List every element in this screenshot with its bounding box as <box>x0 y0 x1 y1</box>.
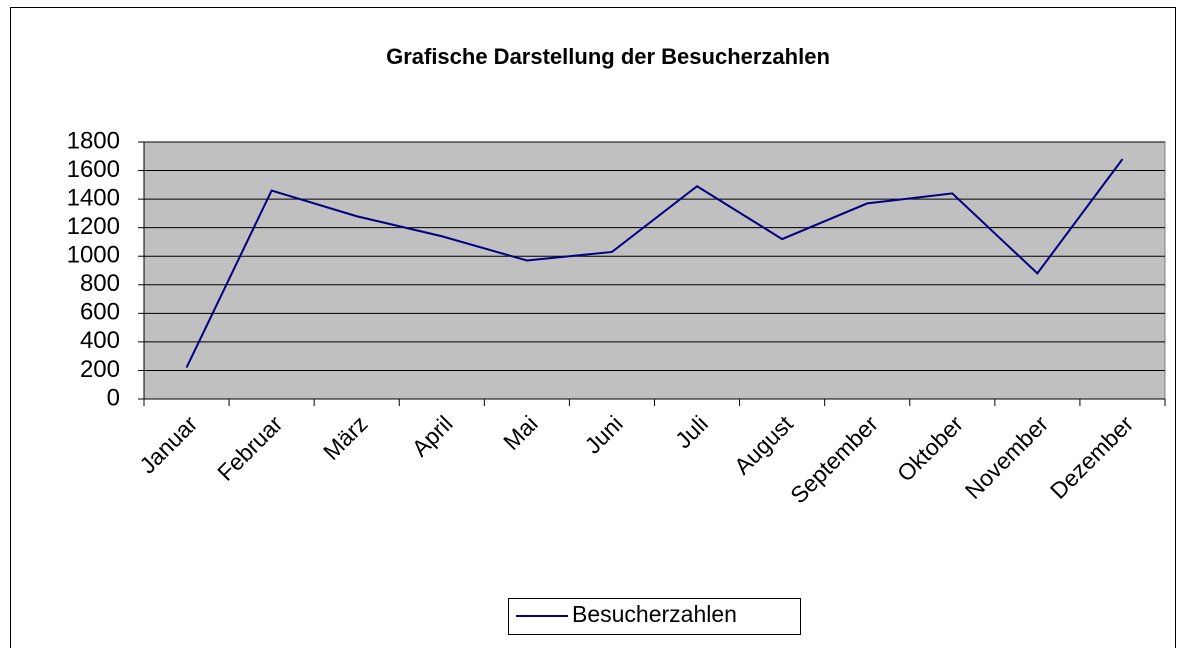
y-tick-label: 1400 <box>67 184 120 211</box>
y-tick-label: 800 <box>80 270 120 297</box>
y-tick-label: 1000 <box>67 242 120 269</box>
y-tick-label: 400 <box>80 327 120 354</box>
y-tick-label: 1200 <box>67 213 120 240</box>
y-tick-label: 1600 <box>67 156 120 183</box>
y-tick-label: 600 <box>80 299 120 326</box>
y-tick-label: 200 <box>80 356 120 383</box>
legend-label: Besucherzahlen <box>572 601 737 627</box>
y-tick-label: 1800 <box>67 127 120 154</box>
data-line <box>185 158 1124 369</box>
y-tick-label: 0 <box>107 384 120 411</box>
chart-title: Grafische Darstellung der Besucherzahlen <box>386 44 830 69</box>
plot-area <box>143 141 1166 400</box>
